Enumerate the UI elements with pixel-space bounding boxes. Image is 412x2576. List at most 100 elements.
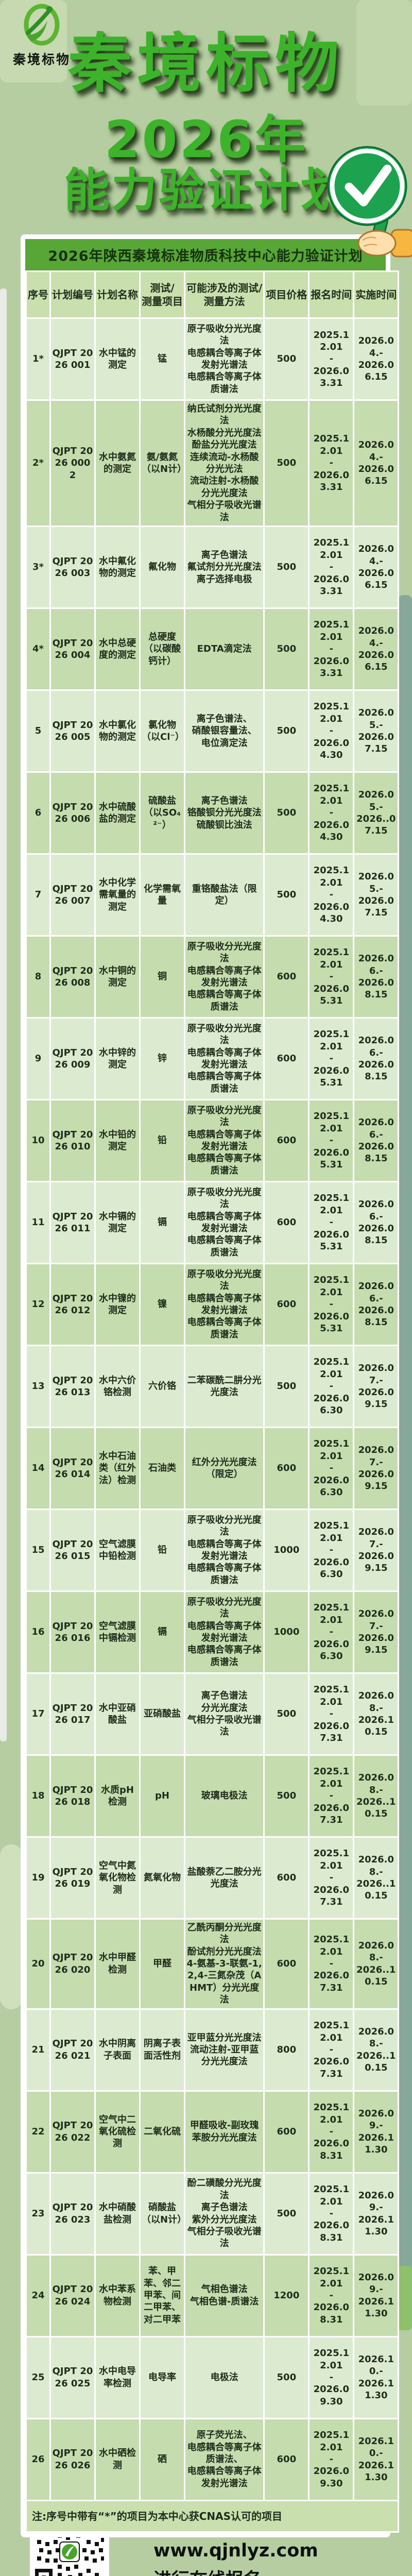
cell-impl: 2026.08.- 2026.10.15 [354, 1673, 398, 1754]
cell-seq: 16 [27, 1591, 49, 1672]
cell-signup: 2025.12.01 - 2026.05.31 [310, 936, 353, 1017]
cell-item: 六价铬 [141, 1346, 184, 1427]
cell-seq: 9 [27, 1018, 49, 1099]
brand-logo: 秦境标物 [8, 3, 75, 68]
cell-impl: 2026.08.- 2026..10.15 [354, 1755, 398, 1836]
cell-seq: 19 [27, 1837, 49, 1918]
cell-item: 铅 [141, 1100, 184, 1181]
cell-item: 阴离子表面活性剂 [141, 2009, 184, 2090]
cell-seq: 12 [27, 1264, 49, 1345]
cell-price: 500 [265, 2173, 308, 2254]
cell-item: 铜 [141, 936, 184, 1017]
table-row: 25 QJPT 2026 025 水中电导率检测 电导率 电极法 500 2025.12.0… [27, 2337, 398, 2418]
column-header: 报名时间 [310, 272, 353, 317]
cnas-note: 注:序号中带有“*”的项目为本中心获CNAS认可的项目 [27, 2501, 398, 2531]
background-shape [0, 289, 7, 1741]
cell-name: 空气中氮氧化物检测 [96, 1837, 139, 1918]
cell-plan_no: QJPT 2026 022 [51, 2091, 94, 2172]
cell-name: 水中锌的测定 [96, 1018, 139, 1099]
background-shape [356, 0, 412, 106]
cell-seq: 6 [27, 772, 49, 853]
footer-line2: www.qjnlyz.com [153, 2540, 318, 2561]
cell-price: 1000 [265, 1591, 308, 1672]
cell-name: 水中硝酸盐检测 [96, 2173, 139, 2254]
cell-plan_no: QJPT 2026 001 [51, 319, 94, 399]
cell-name: 水中硫酸盐的测定 [96, 772, 139, 853]
cell-name: 空气滤膜中铅检测 [96, 1510, 139, 1590]
column-header: 实施时间 [354, 272, 398, 317]
cell-signup: 2025.12.01 - 2026.03.31 [310, 401, 353, 526]
cell-signup: 2025.12.01 - 2026.07.31 [310, 1837, 353, 1918]
cell-plan_no: QJPT 2026 012 [51, 1264, 94, 1345]
cell-price: 500 [265, 854, 308, 935]
cell-name: 空气中二氧化硫检测 [96, 2091, 139, 2172]
cell-item: 硝酸盐（以N计） [141, 2173, 186, 2254]
cell-name: 水质pH检测 [96, 1755, 139, 1836]
cell-name: 水中阴离子表面 [96, 2009, 139, 2090]
background-shape [398, 595, 412, 2280]
hero-title-line3: 能力验证计划 [64, 163, 348, 217]
cell-plan_no: QJPT 2026 004 [51, 608, 94, 689]
cell-signup: 2025.12.01 - 2026.06.30 [310, 1428, 353, 1509]
cell-impl: 2026.06.- 2026.08.15 [354, 936, 398, 1017]
cell-signup: 2025.12.01 - 2026.04.30 [310, 690, 353, 771]
cell-methods: 亚甲蓝分光光度法 流动注射-亚甲蓝分光光度法 [185, 2009, 264, 2090]
cell-methods: 气相色谱法 气相色谱-质谱法 [185, 2255, 264, 2336]
brand-logo-text: 秦境标物 [12, 52, 71, 67]
cell-plan_no: QJPT 2026 010 [51, 1100, 94, 1181]
table-row: 26 QJPT 2026 026 水中硒检测硒原子荧光法、 电感耦合等离子体质谱法、… [27, 2419, 398, 2500]
cell-impl: 2026.09.- 2026.11.30 [354, 2173, 398, 2254]
column-header: 计划名称 [96, 272, 139, 317]
cell-price: 500 [265, 1673, 308, 1754]
cell-price: 500 [265, 608, 308, 689]
cell-impl: 2026.06.- 2026.08.15 [354, 1018, 398, 1099]
cell-plan_no: QJPT 2026 014 [51, 1428, 94, 1509]
cell-signup: 2025.12.01 - 2026.05.31 [310, 1100, 353, 1181]
cell-impl: 2026.07.- 2026.09.15 [354, 1428, 398, 1509]
cell-methods: 原子吸收分光光度法 电感耦合等离子体发射光谱法 电感耦合等离子体质谱法 [185, 1591, 264, 1672]
cell-plan_no: QJPT 2026 021 [51, 2009, 94, 2090]
cell-signup: 2025.12.01 - 2026.05.31 [310, 1182, 353, 1263]
cell-signup: 2025.12.01 - 2026.09.30 [310, 2337, 353, 2418]
cell-signup: 2025.12.01 - 2026.06.30 [310, 1510, 353, 1590]
cell-name: 水中铅的测定 [96, 1100, 139, 1181]
cell-item: 锌 [141, 1018, 184, 1099]
cell-plan_no: QJPT 2026 015 [51, 1510, 94, 1590]
cell-impl: 2026.06.- 2026.08.15 [354, 1264, 398, 1345]
cell-methods: 原子吸收分光光度法 电感耦合等离子体发射光谱法 电感耦合等离子体质谱法 [185, 1100, 264, 1181]
cell-item: 亚硝酸盐 [141, 1673, 184, 1754]
cell-signup: 2025.12.01 - 2026.04.30 [310, 772, 353, 853]
table-row: 11 QJPT 2026 011 水中镉的测定镉原子吸收分光光度法 电感耦合等离子体… [27, 1182, 398, 1263]
cell-name: 水中氨氮的测定 [96, 401, 139, 526]
cell-impl: 2026.10.- 2026.11.30 [354, 2419, 398, 2500]
footer-line3: 进行在线报名 [153, 2566, 401, 2576]
cell-plan_no: QJPT 2026 025 [51, 2337, 94, 2418]
table-row: 13 QJPT 2026 013 水中六价铬检测 六价铬 二苯碳酰二肼分光光度法 500 2… [27, 1346, 398, 1427]
cell-impl: 2026.09.- 2026.11.30 [354, 2255, 398, 2336]
cell-name: 水中镉的测定 [96, 1182, 139, 1263]
table-row: 12 QJPT 2026 012 水中镍的测定镍原子吸收分光光度法 电感耦合等离子体… [27, 1264, 398, 1345]
cell-signup: 2025.12.01 - 2026.03.31 [310, 319, 353, 399]
cell-impl: 2026.06.- 2026.08.15 [354, 1182, 398, 1263]
cell-item: 氟化物 [141, 527, 184, 607]
cell-signup: 2025.12.01 - 2026.06.30 [310, 1346, 353, 1427]
check-paddle-icon [323, 138, 412, 261]
cell-impl: 2026.07.- 2026.09.15 [354, 1510, 398, 1590]
cell-methods: 电极法 [185, 2337, 264, 2418]
cell-methods: 重铬酸盐法（限定） [185, 854, 264, 935]
cell-item: 镉 [141, 1591, 184, 1672]
cell-item: 锰 [141, 319, 184, 399]
cell-methods: 盐酸萘乙二胺分光光度法 [185, 1837, 264, 1918]
cell-item: 石油类 [141, 1428, 184, 1509]
cell-price: 1200 [265, 2255, 308, 2336]
cell-methods: 原子吸收分光光度法 电感耦合等离子体发射光谱法 电感耦合等离子体质谱法 [185, 1018, 264, 1099]
table-header-row: 序号 计划编号 计划名称 测试/测量项目 可能涉及的测试/测量方法 项目价格 报名时间 实施时… [27, 272, 398, 317]
table-row: 6 QJPT 2026 006 水中硫酸盐的测定 硫酸盐（以SO₄²⁻） 离子色谱法 铬… [27, 772, 398, 853]
cell-methods: 二苯碳酰二肼分光光度法 [185, 1346, 264, 1427]
cell-price: 500 [265, 772, 308, 853]
cell-impl: 2026.06.- 2026.08.15 [354, 1100, 398, 1181]
cell-methods: 原子吸收分光光度法 电感耦合等离子体发射光谱法 电感耦合等离子体质谱法 [185, 1510, 264, 1590]
cell-signup: 2025.12.01 - 2026.07.31 [310, 1919, 353, 2008]
cell-item: 镍 [141, 1264, 184, 1345]
cell-name: 水中六价铬检测 [96, 1346, 139, 1427]
